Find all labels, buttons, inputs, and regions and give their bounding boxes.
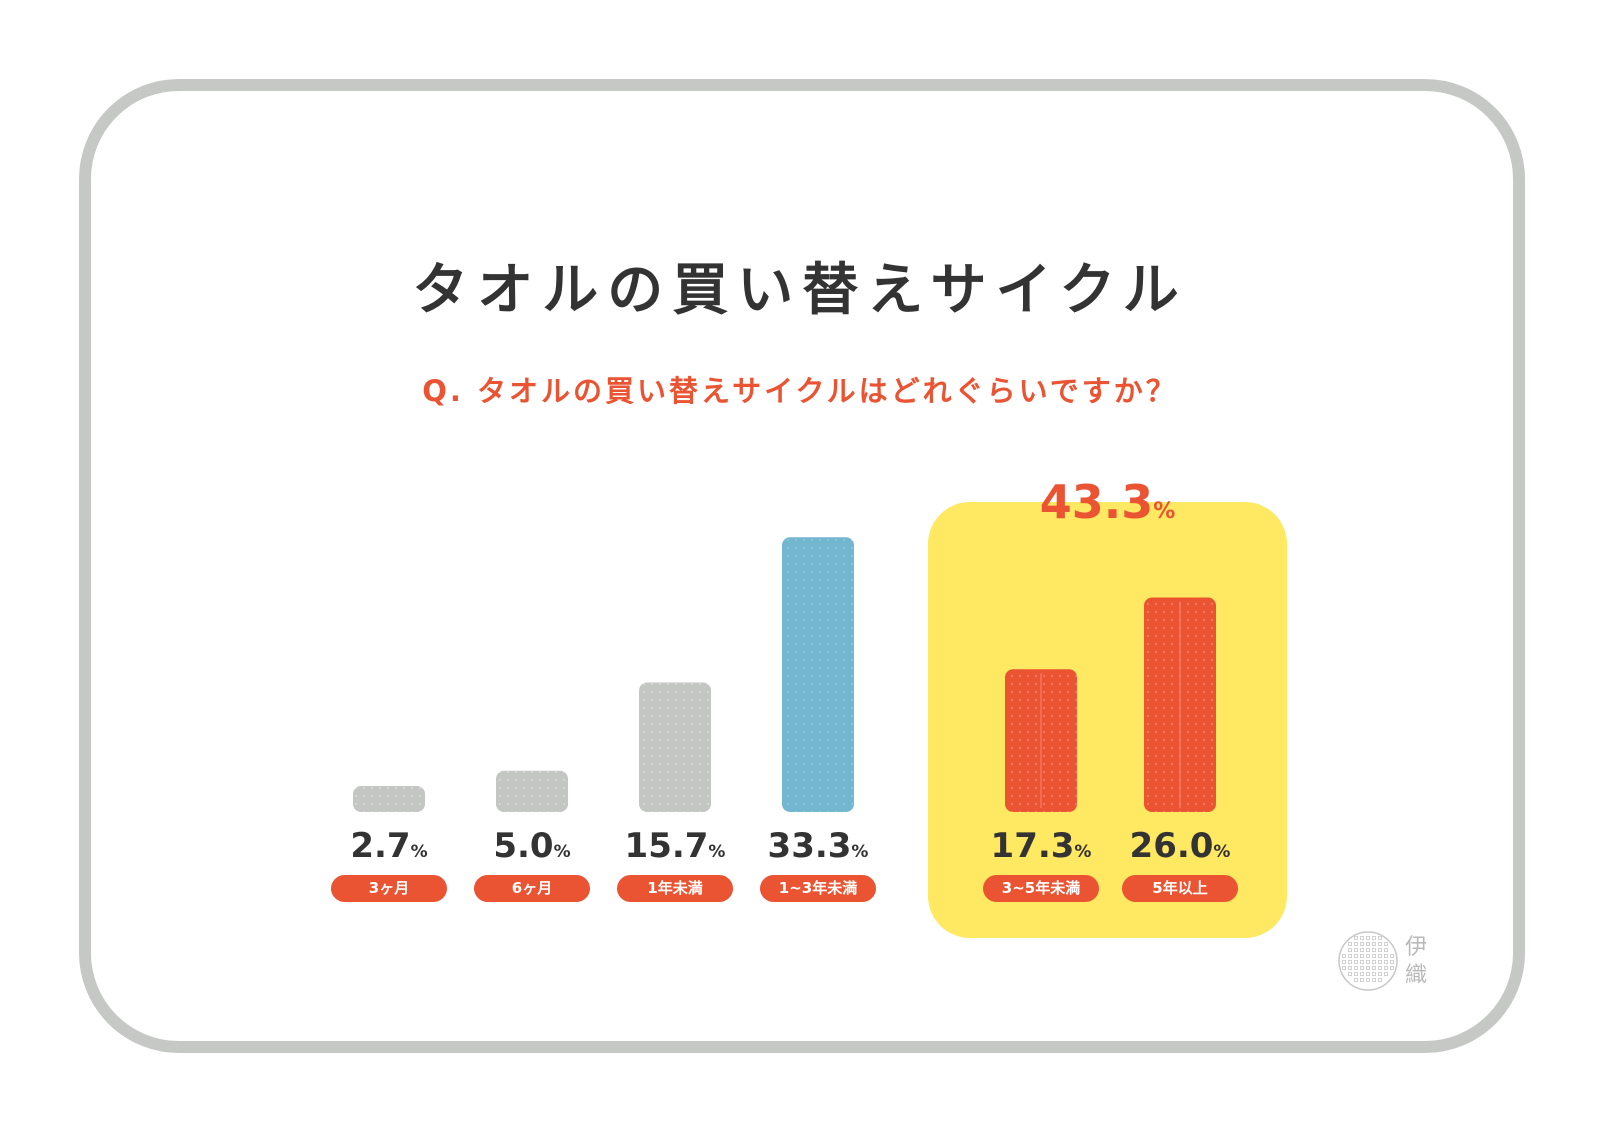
dotted-circle-logo-icon: 伊 織 (1338, 931, 1427, 991)
value-unit: % (708, 842, 726, 862)
bar-3 (639, 682, 711, 812)
value-number: 17.3 (990, 826, 1075, 866)
svg-text:織: 織 (1405, 963, 1427, 988)
survey-question: Q. タオルの買い替えサイクルはどれぐらいですか？ (422, 374, 1178, 408)
chart-title: タオルの買い替えサイクル (412, 258, 1188, 323)
category-label-4: 1~3年未満 (760, 875, 876, 902)
value-number: 2.7 (350, 826, 411, 866)
value-label-5: 17.3% (971, 826, 1111, 872)
value-number: 5.0 (493, 826, 554, 866)
value-label-1: 2.7% (319, 826, 459, 872)
bar-group (353, 537, 1216, 812)
category-label-1: 3ヶ月 (331, 875, 447, 902)
highlight-total-unit: % (1153, 499, 1176, 524)
value-label-4: 33.3% (748, 826, 888, 872)
bar-1 (353, 786, 425, 812)
value-label-3: 15.7% (605, 826, 745, 872)
highlight-total-value: 43.3 (1039, 475, 1154, 529)
value-unit: % (1213, 842, 1231, 862)
svg-text:伊: 伊 (1405, 935, 1427, 960)
bar-2 (496, 770, 568, 812)
bar-4 (782, 537, 854, 812)
brand-logo: 伊 織 (1334, 926, 1434, 996)
highlight-box (928, 502, 1287, 938)
value-unit: % (851, 842, 869, 862)
value-label-2: 5.0% (462, 826, 602, 872)
category-label-6: 5年以上 (1122, 875, 1238, 902)
value-unit: % (410, 842, 428, 862)
value-unit: % (553, 842, 571, 862)
value-number: 26.0 (1129, 826, 1214, 866)
category-label-2: 6ヶ月 (474, 875, 590, 902)
category-label-3: 1年未満 (617, 875, 733, 902)
value-number: 15.7 (624, 826, 709, 866)
value-number: 33.3 (767, 826, 852, 866)
category-label-5: 3~5年未満 (983, 875, 1099, 902)
value-label-6: 26.0% (1110, 826, 1250, 872)
highlight-total: 43.3% (928, 474, 1287, 540)
value-unit: % (1074, 842, 1092, 862)
